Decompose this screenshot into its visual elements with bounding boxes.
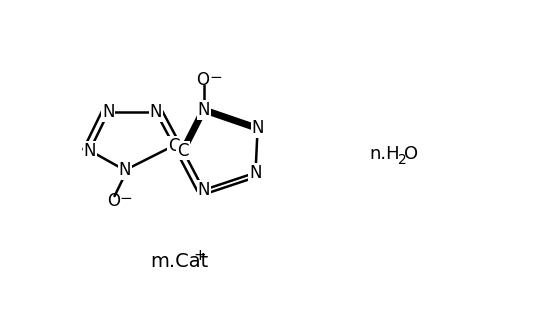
- Text: N: N: [119, 161, 131, 179]
- Text: N: N: [197, 101, 210, 119]
- Text: 2: 2: [398, 153, 407, 167]
- Text: O: O: [196, 71, 209, 89]
- Text: N: N: [249, 164, 262, 182]
- Text: −: −: [120, 191, 133, 205]
- Text: +: +: [193, 248, 206, 263]
- Text: C: C: [177, 141, 189, 159]
- Text: O: O: [403, 145, 418, 163]
- Text: N: N: [251, 119, 264, 137]
- Text: N: N: [197, 181, 210, 199]
- Text: n.H: n.H: [370, 145, 400, 163]
- Text: m.Cat: m.Cat: [150, 252, 208, 271]
- Text: N: N: [150, 103, 162, 121]
- Text: O: O: [107, 192, 120, 210]
- Text: −: −: [209, 70, 221, 85]
- Text: C: C: [168, 137, 180, 155]
- Text: N: N: [83, 141, 96, 159]
- Text: N: N: [102, 103, 114, 121]
